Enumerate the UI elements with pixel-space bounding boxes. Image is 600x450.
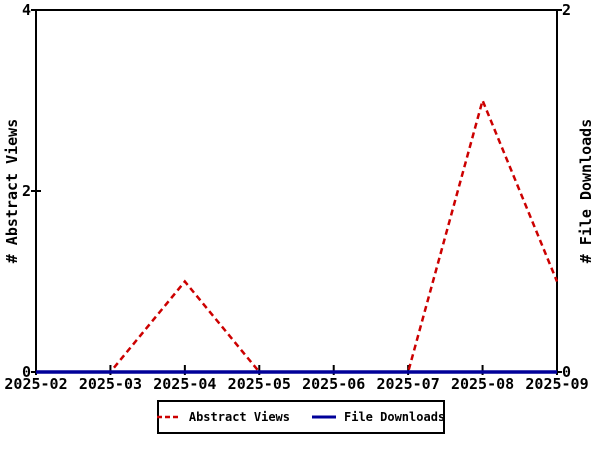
x-tick-label: 2025-04 <box>153 375 216 393</box>
plot-border <box>35 9 558 373</box>
legend-item-abstract-views: Abstract Views <box>156 410 290 424</box>
dashed-line-swatch-icon <box>156 415 181 419</box>
x-tick-label: 2025-02 <box>4 375 67 393</box>
legend-label-file-downloads: File Downloads <box>344 410 446 424</box>
right-y-tick-label: 0 <box>562 363 571 381</box>
left-axis-label: # Abstract Views <box>3 118 21 264</box>
legend-item-file-downloads: File Downloads <box>312 410 445 424</box>
right-axis-label: # File Downloads <box>577 118 595 264</box>
left-y-tick-label: 2 <box>22 182 31 200</box>
x-tick-label: 2025-07 <box>377 375 440 393</box>
right-y-tick-label: 2 <box>562 1 571 19</box>
x-tick-label: 2025-09 <box>525 375 588 393</box>
left-y-tick-label: 4 <box>22 1 31 19</box>
x-tick-label: 2025-06 <box>302 375 365 393</box>
solid-line-swatch-icon <box>312 415 336 419</box>
abstract-views-line <box>36 96 559 374</box>
x-tick-label: 2025-08 <box>451 375 514 393</box>
x-tick-label: 2025-05 <box>228 375 291 393</box>
x-tick-label: 2025-03 <box>79 375 142 393</box>
left-y-tick-label: 0 <box>22 363 31 381</box>
legend-label-abstract-views: Abstract Views <box>188 410 290 424</box>
legend: Abstract Views File Downloads <box>156 400 445 434</box>
